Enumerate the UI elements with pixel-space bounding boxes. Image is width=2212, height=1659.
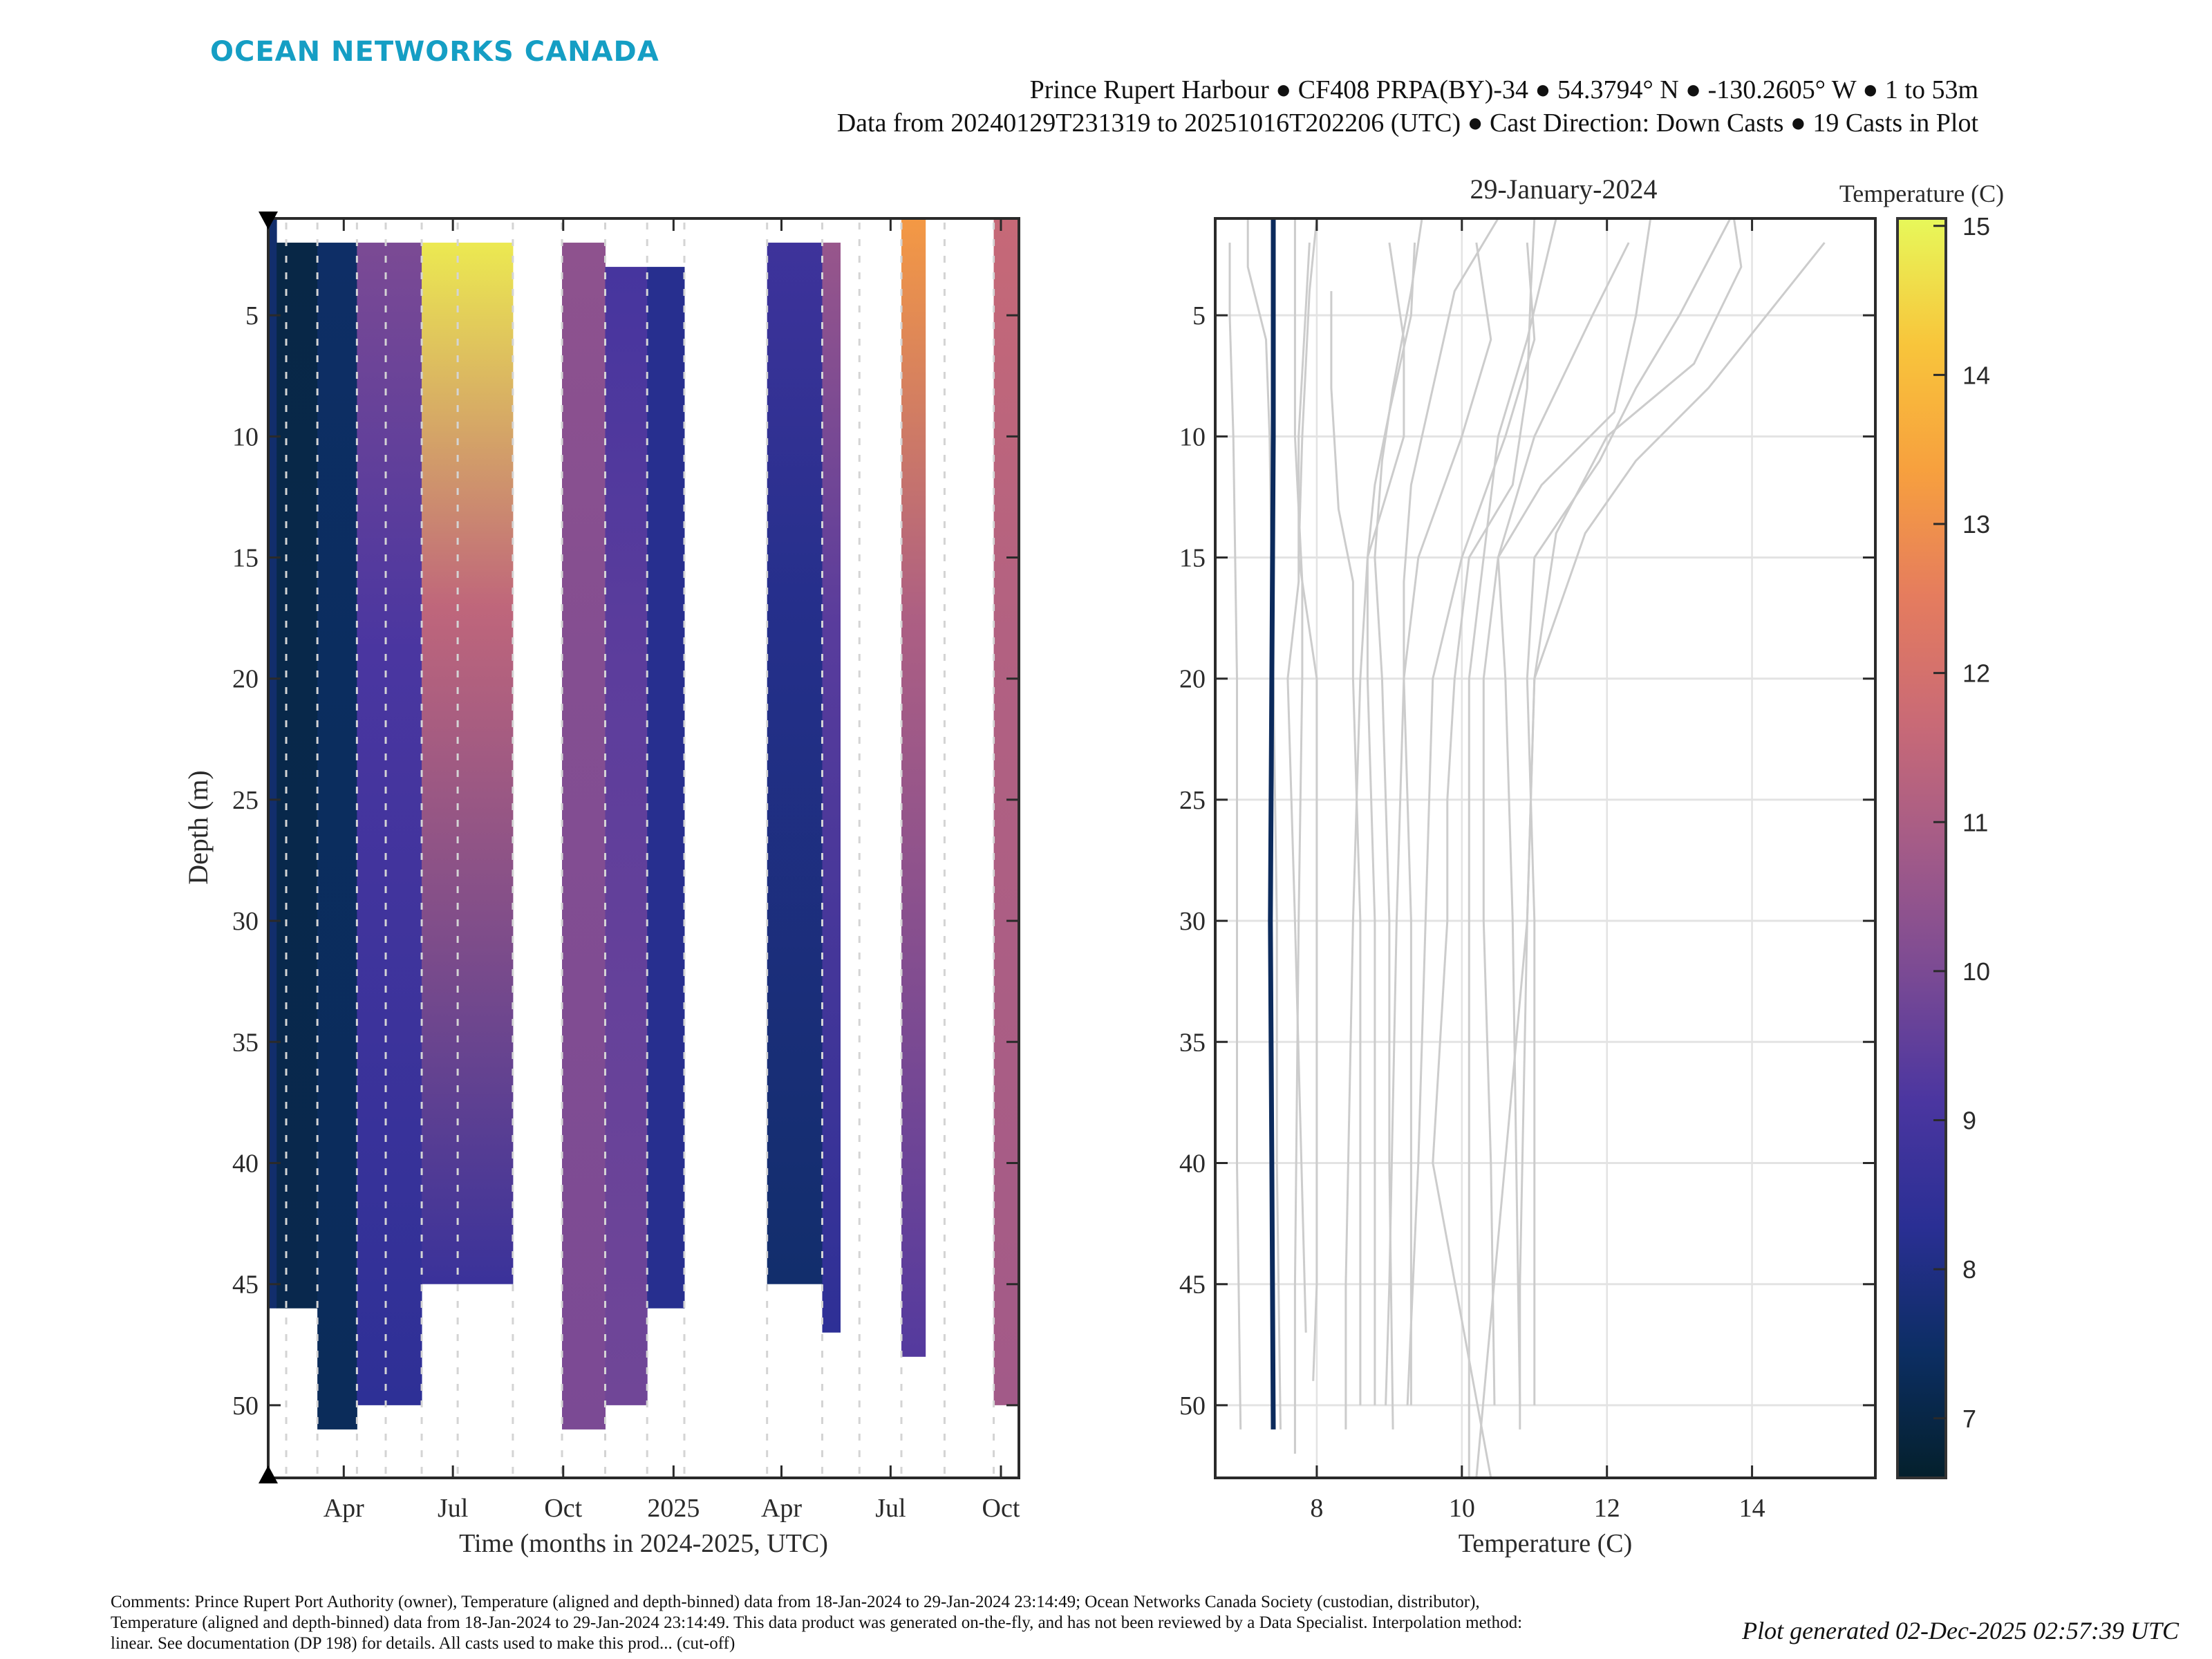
- y-tick-label: 20: [232, 665, 259, 694]
- y-tick-label: 5: [1192, 301, 1206, 330]
- surface-marker-triangle-icon: [259, 212, 278, 229]
- colorbar-tick-label: 15: [1962, 212, 1990, 241]
- heatmap-y-ticks: 5 10 15 20 25 30 35 40 45 50: [232, 301, 1019, 1421]
- cast-profile-line: [1432, 218, 1536, 1479]
- profile-title: 29-January-2024: [1470, 174, 1657, 205]
- profile-x-ticks: 8 10 12 14: [1310, 218, 1765, 1523]
- colorbar-tick-label: 11: [1962, 808, 1988, 836]
- colorbar-ticks: 7 8 9 10 11 12 13 14 15: [1933, 212, 1990, 1433]
- colorbar-title: Temperature (C): [1839, 180, 2004, 207]
- y-tick-label: 25: [1179, 786, 1206, 815]
- x-tick-label: 14: [1739, 1494, 1765, 1523]
- profile-x-axis-label: Temperature (C): [1459, 1529, 1633, 1558]
- cast-profile-line: [1482, 242, 1630, 1405]
- heatmap-segment: [993, 218, 1020, 1405]
- x-tick-label: 10: [1449, 1494, 1475, 1523]
- cast-profile-line: [1366, 242, 1416, 1405]
- heatmap-axes-frame: [267, 217, 1020, 1479]
- y-tick-label: 35: [232, 1028, 259, 1057]
- x-tick-label: 2025: [647, 1494, 700, 1523]
- profile-lines: [1228, 218, 1826, 1479]
- heatmap-segment: [268, 218, 277, 1309]
- cast-profile-line: [1344, 242, 1405, 1430]
- temperature-profile-plot: 8 10 12 14 5 10 15 20 25 30 35 40 45 50 29-January-2…: [1179, 174, 1877, 1558]
- profile-axes-frame: [1214, 217, 1877, 1479]
- heatmap-segments: [268, 218, 1020, 1430]
- heatmap-segment: [647, 267, 685, 1309]
- cast-profile-line: [1497, 218, 1652, 1405]
- cast-profile-line: [1286, 242, 1311, 1333]
- header-location-line: Prince Rupert Harbour ● CF408 PRPA(BY)-3…: [1029, 75, 1978, 104]
- heatmap-segment: [422, 243, 514, 1284]
- x-tick-label: Jul: [875, 1494, 906, 1523]
- profile-y-ticks: 5 10 15 20 25 30 35 40 45 50: [1179, 301, 1875, 1421]
- colorbar-tick-label: 7: [1962, 1405, 1976, 1433]
- colorbar-tick-label: 13: [1962, 510, 1990, 538]
- heatmap-segment: [767, 243, 823, 1284]
- time-depth-heatmap: Apr Jul Oct 2025 Apr Jul Oct 51015202530354045…: [182, 212, 1020, 1558]
- heatmap-segment: [562, 243, 606, 1430]
- colorbar-tick-label: 14: [1962, 361, 1990, 389]
- footer-comments: Comments: Prince Rupert Port Authority (…: [111, 1593, 1523, 1653]
- heatmap-segment: [901, 218, 926, 1357]
- colorbar-tick-label: 8: [1962, 1255, 1976, 1284]
- cast-profile-line: [1374, 218, 1423, 1430]
- cast-profile-line: [1519, 218, 1743, 1430]
- x-tick-label: Oct: [544, 1494, 582, 1523]
- colorbar-tick-label: 9: [1962, 1107, 1976, 1135]
- y-tick-label: 50: [232, 1391, 259, 1421]
- x-tick-label: Apr: [324, 1494, 364, 1523]
- cast-profile-line: [1330, 291, 1362, 1405]
- heatmap-segment: [276, 243, 318, 1309]
- y-tick-label: 45: [232, 1271, 259, 1300]
- heatmap-x-axis-label: Time (months in 2024-2025, UTC): [459, 1529, 828, 1558]
- cast-profile-line: [1475, 242, 1826, 1479]
- heatmap-segment: [317, 243, 357, 1430]
- x-tick-label: Jul: [438, 1494, 468, 1523]
- x-tick-label: 12: [1594, 1494, 1620, 1523]
- cast-profile-line: [1526, 218, 1732, 1405]
- heatmap-x-ticks: Apr Jul Oct 2025 Apr Jul Oct: [324, 218, 1020, 1523]
- x-tick-label: Apr: [761, 1494, 802, 1523]
- y-tick-label: 40: [1179, 1150, 1206, 1179]
- y-tick-label: 50: [1179, 1391, 1206, 1421]
- profile-gridlines: [1215, 218, 1875, 1478]
- cast-profile-line: [1293, 218, 1304, 1454]
- ocean-networks-canada-logo: OCEAN NETWORKS CANADA: [210, 36, 659, 68]
- temperature-colorbar: 7 8 9 10 11 12 13 14 15 Temperature (C): [1839, 180, 2004, 1479]
- y-tick-label: 45: [1179, 1271, 1206, 1300]
- heatmap-segment: [357, 243, 422, 1405]
- cast-profile-line: [1297, 218, 1318, 1381]
- selected-cast-profile-line: [1268, 218, 1276, 1430]
- plot-generated-timestamp: Plot generated 02-Dec-2025 02:57:39 UTC: [1742, 1617, 2179, 1644]
- colorbar-tick-label: 10: [1962, 957, 1990, 986]
- y-tick-label: 25: [232, 786, 259, 815]
- cast-profile-line: [1403, 218, 1499, 1405]
- y-tick-label: 35: [1179, 1028, 1206, 1057]
- cast-profile-line: [1406, 242, 1536, 1405]
- heatmap-segment: [605, 267, 648, 1405]
- y-tick-label: 5: [245, 301, 259, 330]
- y-tick-label: 30: [1179, 907, 1206, 936]
- bottom-marker-triangle-icon: [259, 1465, 278, 1483]
- cast-profile-line: [1385, 242, 1492, 1405]
- cast-profile-line: [1228, 243, 1242, 1430]
- y-tick-label: 30: [232, 907, 259, 936]
- cast-profile-line: [1468, 218, 1557, 1478]
- colorbar-gradient: [1896, 217, 1947, 1479]
- heatmap-segment: [822, 243, 841, 1333]
- y-tick-label: 15: [1179, 544, 1206, 573]
- y-tick-label: 10: [232, 422, 259, 451]
- y-tick-label: 15: [232, 544, 259, 573]
- heatmap-y-axis-label: Depth (m): [182, 770, 214, 885]
- header-data-range-line: Data from 20240129T231319 to 20251016T20…: [836, 109, 1978, 138]
- x-tick-label: 8: [1310, 1494, 1323, 1523]
- colorbar-tick-label: 12: [1962, 659, 1990, 688]
- x-tick-label: Oct: [982, 1494, 1020, 1523]
- y-tick-label: 40: [232, 1150, 259, 1179]
- y-tick-label: 20: [1179, 665, 1206, 694]
- y-tick-label: 10: [1179, 422, 1206, 451]
